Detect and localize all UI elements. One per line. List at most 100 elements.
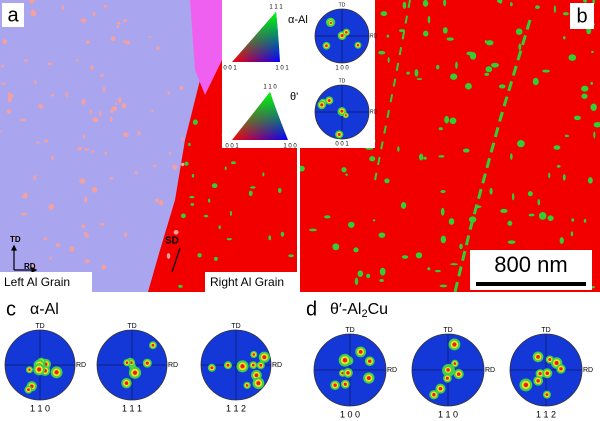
- blob: [452, 342, 457, 347]
- precipitate: [438, 127, 443, 131]
- precipitate: [581, 93, 588, 99]
- precipitate: [559, 237, 564, 244]
- precipitate: [81, 224, 86, 229]
- precipitate: [184, 161, 189, 166]
- precipitate: [547, 215, 554, 221]
- blob: [446, 368, 450, 372]
- precipitate: [443, 0, 447, 7]
- blob: [453, 362, 457, 365]
- precipitate: [484, 72, 490, 76]
- precipitate: [124, 232, 127, 238]
- scale-bar: [476, 282, 586, 286]
- precipitate: [498, 84, 506, 89]
- precipitate: [591, 50, 594, 53]
- pole-label: 1 0 0: [335, 66, 349, 72]
- precipitate: [179, 85, 184, 90]
- blob: [358, 349, 363, 354]
- precipitate: [122, 40, 128, 43]
- precipitate: [401, 255, 409, 259]
- blob: [254, 373, 259, 378]
- right-grain: Right Al Grain: [210, 275, 284, 289]
- td-label: TD: [541, 327, 550, 334]
- title-part: Cu: [368, 301, 388, 318]
- rd-label: RD: [168, 362, 178, 369]
- precipitate: [366, 273, 371, 279]
- precipitate: [587, 177, 593, 184]
- precipitate: [114, 102, 118, 106]
- precipitate: [23, 192, 28, 199]
- precipitate: [500, 208, 508, 213]
- precipitate: [181, 162, 185, 167]
- blob: [226, 363, 230, 367]
- precipitate: [122, 19, 127, 23]
- precipitate: [379, 267, 386, 276]
- blob: [259, 363, 263, 367]
- precipitate: [55, 243, 61, 247]
- precipitate: [300, 165, 305, 172]
- precipitate: [416, 78, 423, 81]
- precipitate: [324, 215, 331, 219]
- precipitate: [378, 50, 386, 55]
- rd-label: RD: [76, 362, 86, 369]
- blob: [340, 34, 344, 38]
- precipitate: [102, 86, 106, 92]
- precipitate: [122, 132, 129, 138]
- precipitate: [415, 252, 423, 259]
- precipitate: [116, 22, 121, 25]
- precipitate: [387, 56, 390, 64]
- precipitate: [230, 161, 237, 165]
- precipitate: [564, 134, 569, 138]
- precipitate: [197, 253, 202, 258]
- precipitate: [91, 186, 98, 193]
- precipitate: [168, 152, 172, 155]
- precipitate: [386, 34, 390, 38]
- blob: [340, 109, 344, 113]
- precipitate: [188, 142, 191, 147]
- precipitate: [507, 220, 513, 226]
- td-label: TD: [127, 323, 136, 330]
- blob: [342, 357, 348, 363]
- precipitate: [83, 232, 88, 235]
- blob: [548, 358, 552, 361]
- blob: [456, 372, 461, 376]
- precipitate: [91, 149, 95, 153]
- precipitate: [99, 223, 105, 226]
- precipitate: [593, 131, 596, 139]
- blob: [252, 353, 256, 356]
- precipitate: [422, 0, 429, 7]
- blob: [125, 361, 129, 364]
- label-box: [205, 272, 297, 292]
- panel-title: α-Al: [30, 301, 59, 318]
- blob: [545, 393, 549, 397]
- precipitate: [203, 214, 209, 218]
- corner: 1 1 1: [269, 5, 283, 11]
- blob: [37, 367, 42, 372]
- precipitate: [92, 117, 99, 123]
- phase: θ': [290, 91, 298, 103]
- blob: [251, 363, 255, 367]
- precipitate: [7, 96, 12, 103]
- precipitate: [30, 10, 37, 17]
- precipitate: [134, 170, 138, 175]
- precipitate: [515, 28, 523, 36]
- precipitate: [84, 233, 89, 238]
- precipitate: [100, 73, 104, 77]
- precipitate: [440, 235, 447, 244]
- precipitate: [570, 231, 574, 237]
- precipitate: [510, 153, 513, 160]
- precipitate: [591, 286, 595, 289]
- blob: [523, 382, 529, 388]
- precipitate: [224, 166, 227, 171]
- precipitate: [48, 204, 55, 210]
- rd-label: RD: [272, 362, 282, 369]
- precipitate: [47, 62, 53, 66]
- blob: [366, 376, 371, 381]
- precipitate: [29, 0, 35, 4]
- precipitate: [20, 212, 27, 216]
- precipitate: [0, 130, 2, 133]
- precipitate: [402, 1, 407, 9]
- blob: [368, 359, 372, 363]
- precipitate: [84, 259, 90, 263]
- td-label: TD: [10, 235, 21, 244]
- corner: 1 0 0: [283, 144, 297, 150]
